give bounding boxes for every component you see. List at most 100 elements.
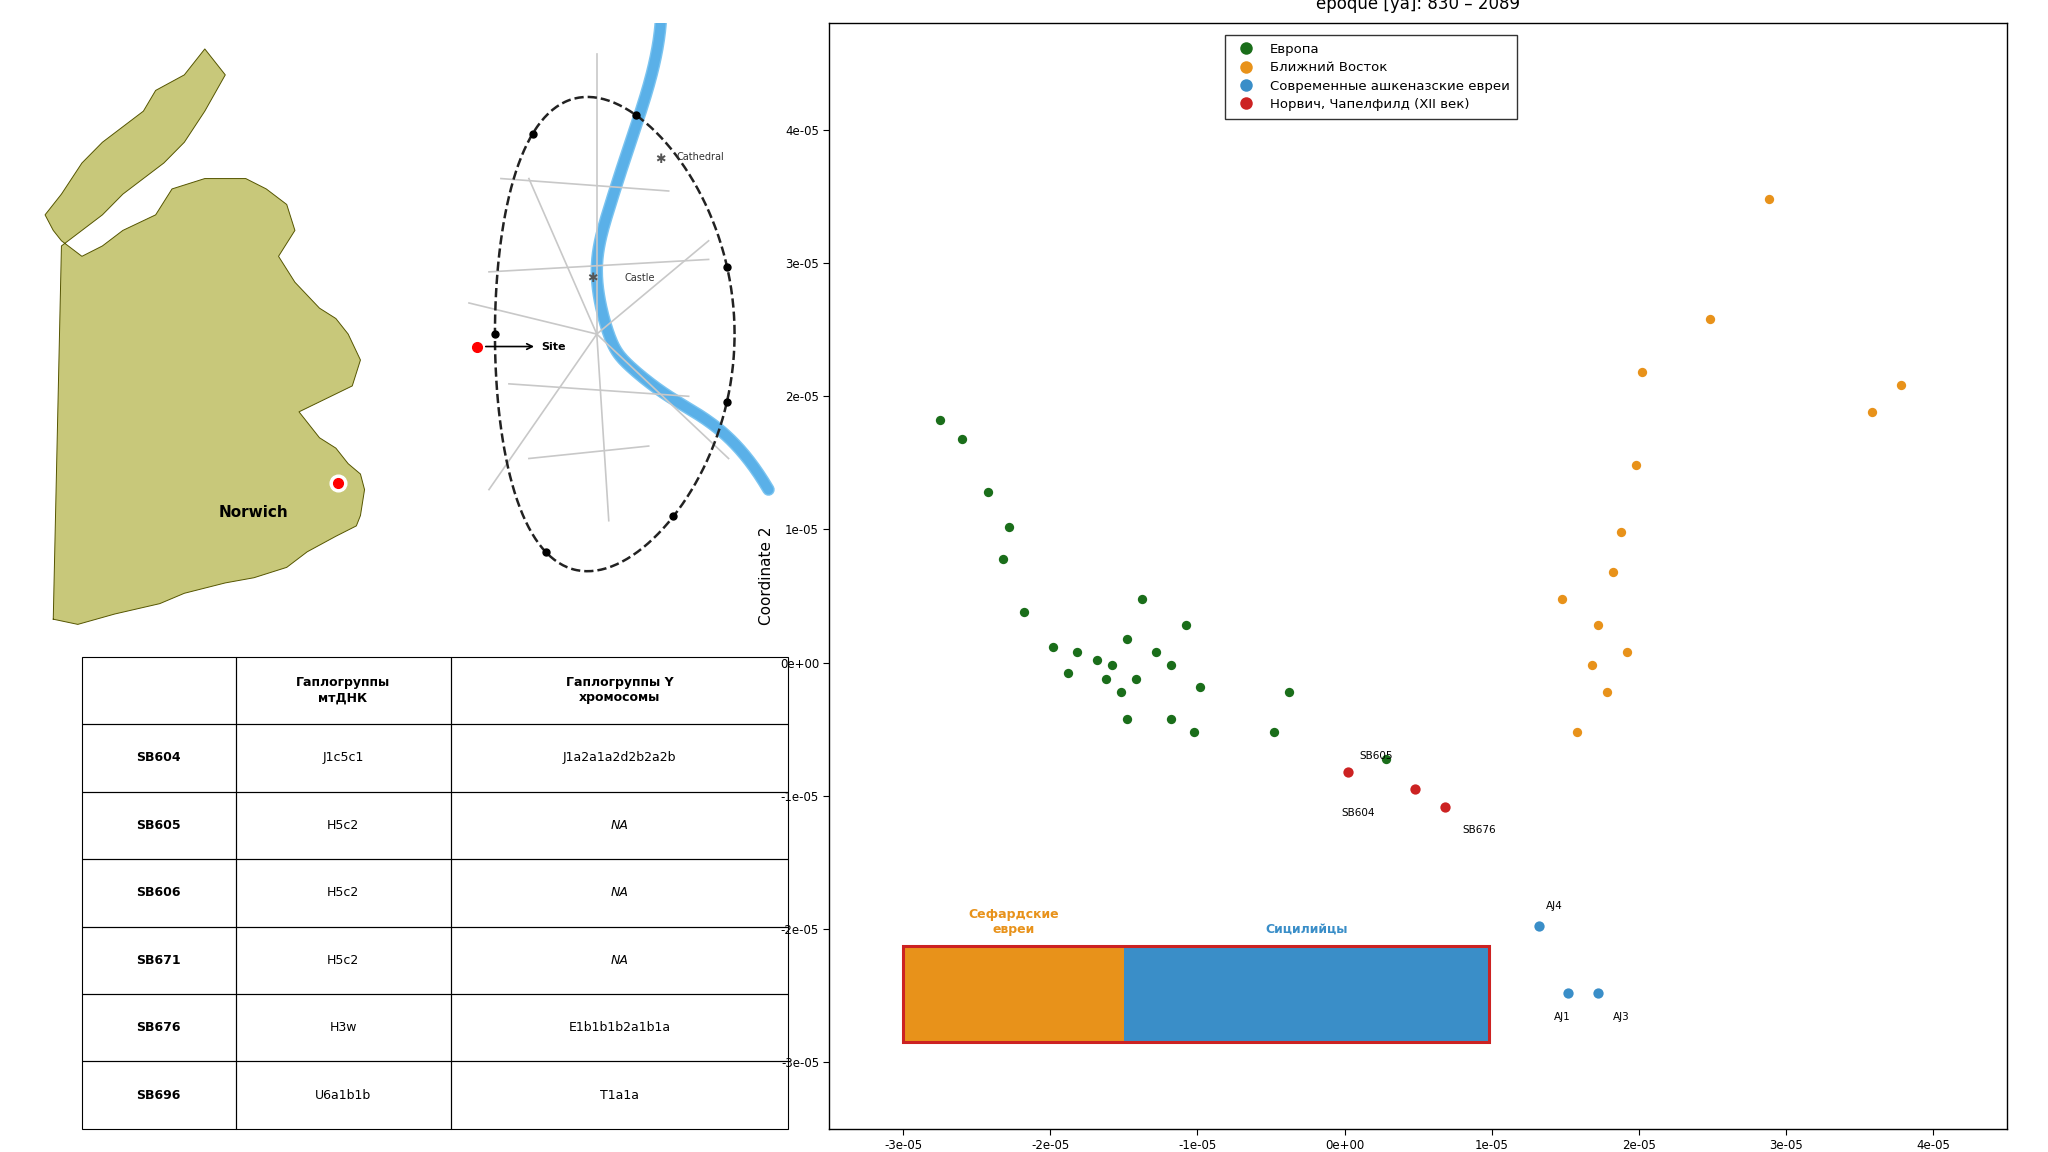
Bar (236, 926, 451, 994)
Point (1855, 403, 1888, 422)
Legend: Европа, Ближний Восток, Современные ашкеназские евреи, Норвич, Чапелфилд (XII ве: Европа, Ближний Восток, Современные ашке… (1225, 36, 1518, 119)
Bar (903, 947, 1489, 1043)
Point (1081, 651, 1114, 669)
Point (993, 517, 1026, 536)
Y-axis label: Coordinate 2: Coordinate 2 (760, 526, 774, 626)
Bar (236, 725, 451, 791)
Bar (1124, 947, 1489, 1043)
Point (1169, 616, 1202, 635)
Text: Сефардские
евреи: Сефардские евреи (969, 908, 1059, 935)
Bar (82, 657, 236, 725)
Point (1884, 377, 1917, 395)
Text: ✱: ✱ (588, 272, 598, 285)
Bar (236, 994, 451, 1061)
Point (1110, 629, 1143, 647)
Text: H3w: H3w (330, 1022, 356, 1034)
Title: epoque [ya]: 830 – 2089: epoque [ya]: 830 – 2089 (1317, 0, 1520, 13)
Point (1561, 722, 1593, 741)
Bar (236, 791, 451, 859)
Point (1110, 710, 1143, 728)
Point (1051, 664, 1083, 682)
Point (1155, 710, 1188, 728)
Text: H5c2: H5c2 (328, 886, 358, 900)
Bar (236, 1061, 451, 1129)
Point (1552, 984, 1585, 1002)
Point (1124, 590, 1157, 608)
Text: J1c5c1: J1c5c1 (322, 751, 365, 764)
Text: SB604: SB604 (1341, 809, 1374, 818)
Point (1036, 637, 1069, 655)
Text: Site: Site (541, 341, 565, 351)
Point (1427, 797, 1460, 816)
Point (1753, 190, 1786, 209)
Text: E1b1b1b2a1b1a: E1b1b1b2a1b1a (569, 1022, 670, 1034)
Point (1581, 616, 1614, 635)
Point (1178, 722, 1210, 741)
Point (1272, 683, 1305, 702)
Bar (451, 657, 788, 725)
Bar (82, 859, 236, 926)
Point (1118, 669, 1151, 688)
Text: Castle: Castle (625, 273, 655, 283)
Text: H5c2: H5c2 (328, 954, 358, 967)
Point (1581, 984, 1614, 1002)
Text: U6a1b1b: U6a1b1b (315, 1089, 371, 1101)
Text: SB605: SB605 (137, 819, 180, 832)
Point (1522, 917, 1554, 935)
Bar (82, 791, 236, 859)
Text: SB605: SB605 (1360, 751, 1393, 760)
Point (1090, 669, 1122, 688)
Bar (82, 1061, 236, 1129)
Point (1257, 722, 1290, 741)
Text: ✱: ✱ (655, 153, 666, 166)
Text: H5c2: H5c2 (328, 819, 358, 832)
Text: SB676: SB676 (137, 1022, 180, 1034)
Bar (451, 725, 788, 791)
Text: NA: NA (610, 954, 629, 967)
Text: SB676: SB676 (1462, 826, 1495, 835)
Text: AJ4: AJ4 (1546, 902, 1563, 911)
Bar (451, 994, 788, 1061)
Text: NA: NA (610, 819, 629, 832)
Point (1184, 677, 1217, 696)
Point (1370, 749, 1403, 767)
Point (1575, 655, 1608, 674)
Polygon shape (45, 50, 365, 624)
Text: AJ3: AJ3 (1612, 1013, 1630, 1022)
Point (1155, 655, 1188, 674)
Point (1612, 643, 1645, 661)
Bar (236, 859, 451, 926)
Point (973, 483, 1006, 501)
Text: Гаплогруппы
мтДНК: Гаплогруппы мтДНК (295, 676, 391, 704)
Text: SB606: SB606 (137, 886, 180, 900)
Point (1061, 643, 1094, 661)
Text: J1a2a1a2d2b2a2b: J1a2a1a2d2b2a2b (563, 751, 676, 764)
Point (1331, 763, 1364, 781)
Point (1595, 563, 1628, 582)
Bar (451, 1061, 788, 1129)
Text: AJ1: AJ1 (1554, 1013, 1571, 1022)
Point (1141, 643, 1174, 661)
Text: NA: NA (610, 886, 629, 900)
Text: T1a1a: T1a1a (600, 1089, 639, 1101)
Text: SB696: SB696 (137, 1089, 180, 1101)
Point (987, 550, 1020, 568)
Point (1399, 780, 1432, 798)
Text: Гаплогруппы Y
хромосомы: Гаплогруппы Y хромосомы (565, 676, 674, 704)
Point (1589, 683, 1622, 702)
Bar (236, 657, 451, 725)
Text: SB604: SB604 (137, 751, 180, 764)
Point (1626, 363, 1659, 381)
Point (1104, 683, 1137, 702)
Text: Norwich: Norwich (219, 506, 289, 521)
Bar (451, 791, 788, 859)
Point (1546, 590, 1579, 608)
Text: Cathedral: Cathedral (676, 152, 725, 161)
Point (1694, 310, 1726, 328)
Bar (451, 926, 788, 994)
Bar (82, 994, 236, 1061)
Bar (82, 926, 236, 994)
Point (924, 411, 956, 430)
Point (1008, 602, 1040, 621)
Bar (451, 859, 788, 926)
